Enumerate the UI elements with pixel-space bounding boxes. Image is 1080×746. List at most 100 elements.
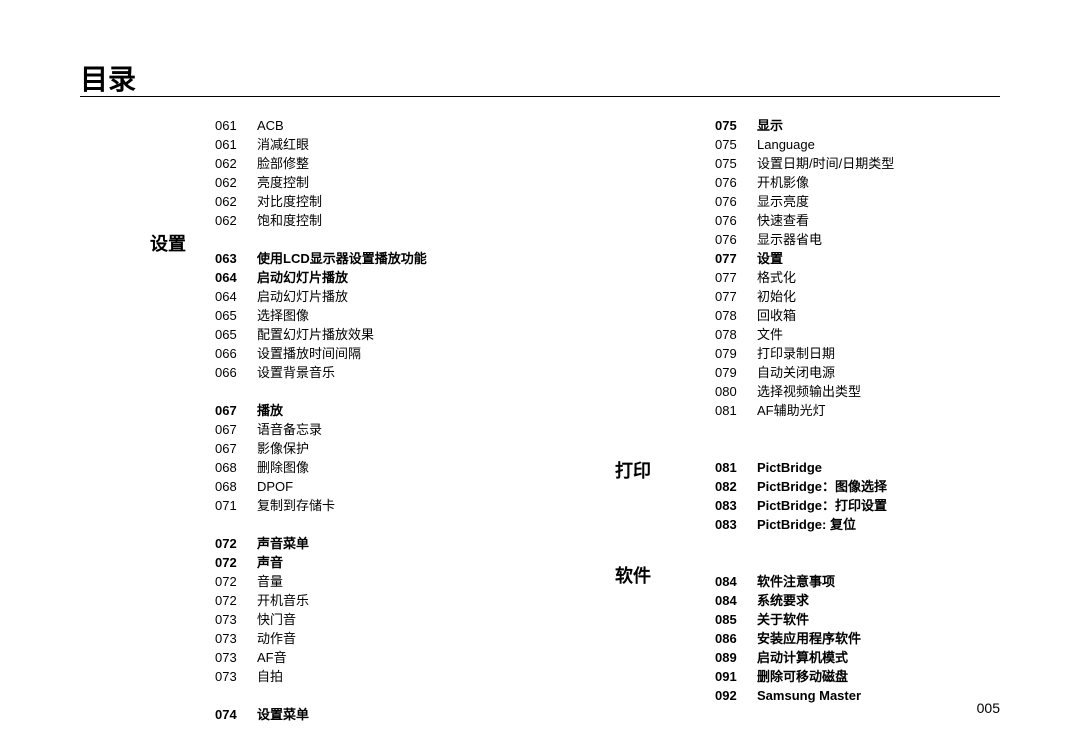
toc-page: 075 [715, 154, 757, 173]
toc-text: 声音菜单 [257, 536, 309, 551]
toc-page: 085 [715, 610, 757, 629]
toc-row: 073快门音 [215, 610, 427, 629]
toc-row: 092Samsung Master [715, 686, 894, 705]
toc-text: 软件注意事项 [757, 574, 835, 589]
toc-text: 语音备忘录 [257, 422, 322, 437]
toc-row: 075Language [715, 135, 894, 154]
toc-row: 081PictBridge [715, 458, 894, 477]
toc-page: 091 [715, 667, 757, 686]
toc-text: 设置背景音乐 [257, 365, 335, 380]
toc-text: 播放 [257, 403, 283, 418]
toc-text: 配置幻灯片播放效果 [257, 327, 374, 342]
toc-page: 062 [215, 192, 257, 211]
toc-page: 064 [215, 268, 257, 287]
toc-row: 086安装应用程序软件 [715, 629, 894, 648]
toc-text: 回收箱 [757, 308, 796, 323]
toc-page: 081 [715, 458, 757, 477]
toc-row: 077初始化 [715, 287, 894, 306]
toc-row: 062亮度控制 [215, 173, 427, 192]
toc-text: 亮度控制 [257, 175, 309, 190]
toc-page: 077 [715, 287, 757, 306]
toc-text: 打印录制日期 [757, 346, 835, 361]
toc-text: AF辅助光灯 [757, 403, 826, 418]
toc-row: 066设置背景音乐 [215, 363, 427, 382]
toc-row: 072开机音乐 [215, 591, 427, 610]
toc-row: 076快速查看 [715, 211, 894, 230]
toc-text: 显示亮度 [757, 194, 809, 209]
toc-text: 设置 [757, 251, 783, 266]
page-title: 目录 [80, 58, 136, 98]
toc-row: 073动作音 [215, 629, 427, 648]
toc-text: PictBridge：图像选择 [757, 479, 887, 494]
toc-page: 079 [715, 344, 757, 363]
toc-row: 081AF辅助光灯 [715, 401, 894, 420]
toc-page: 068 [215, 458, 257, 477]
toc-row: 065选择图像 [215, 306, 427, 325]
toc-text: 启动计算机模式 [757, 650, 848, 665]
toc-page: 078 [715, 306, 757, 325]
toc-page: 068 [215, 477, 257, 496]
toc-page: 073 [215, 648, 257, 667]
section-settings: 设置 [150, 230, 186, 256]
toc-row: 076开机影像 [715, 173, 894, 192]
toc-row: 076显示器省电 [715, 230, 894, 249]
toc-row: 072音量 [215, 572, 427, 591]
toc-row: 073AF音 [215, 648, 427, 667]
toc-row: 066设置播放时间间隔 [215, 344, 427, 363]
toc-row: 062饱和度控制 [215, 211, 427, 230]
toc-row: 063使用LCD显示器设置播放功能 [215, 249, 427, 268]
toc-text: 显示 [757, 118, 783, 133]
toc-page: 065 [215, 306, 257, 325]
toc-row: 084系统要求 [715, 591, 894, 610]
toc-text: 消减红眼 [257, 137, 309, 152]
toc-text: 删除图像 [257, 460, 309, 475]
toc-text: 设置菜单 [257, 707, 309, 722]
toc-page: 076 [715, 230, 757, 249]
toc-page: 073 [215, 629, 257, 648]
toc-page: 067 [215, 420, 257, 439]
toc-row: 079自动关闭电源 [715, 363, 894, 382]
toc-page: 081 [715, 401, 757, 420]
toc-column-right: 075显示075Language075设置日期/时间/日期类型076开机影像07… [715, 116, 894, 705]
toc-text: 文件 [757, 327, 783, 342]
toc-text: 启动幻灯片播放 [257, 289, 348, 304]
toc-page: 083 [715, 515, 757, 534]
toc-text: 快门音 [257, 612, 296, 627]
toc-page: 086 [715, 629, 757, 648]
toc-column-left: 061ACB061消减红眼062脸部修整062亮度控制062对比度控制062饱和… [215, 116, 427, 724]
toc-page: 065 [215, 325, 257, 344]
toc-page: 066 [215, 344, 257, 363]
toc-row: 075显示 [715, 116, 894, 135]
toc-row: 077设置 [715, 249, 894, 268]
toc-page: 067 [215, 401, 257, 420]
toc-row: 072声音菜单 [215, 534, 427, 553]
toc-page: 075 [715, 135, 757, 154]
toc-row: 074设置菜单 [215, 705, 427, 724]
toc-text: AF音 [257, 650, 287, 665]
toc-text: Samsung Master [757, 688, 861, 703]
toc-text: 饱和度控制 [257, 213, 322, 228]
toc-page: 076 [715, 173, 757, 192]
toc-page: 066 [215, 363, 257, 382]
toc-row: 085关于软件 [715, 610, 894, 629]
toc-row: 078文件 [715, 325, 894, 344]
toc-page: 073 [215, 610, 257, 629]
toc-text: 音量 [257, 574, 283, 589]
toc-row: 073自拍 [215, 667, 427, 686]
toc-page: 084 [715, 572, 757, 591]
toc-page: 061 [215, 116, 257, 135]
toc-row: 065配置幻灯片播放效果 [215, 325, 427, 344]
toc-page: 071 [215, 496, 257, 515]
toc-text: 安装应用程序软件 [757, 631, 861, 646]
toc-page: 076 [715, 211, 757, 230]
toc-text: Language [757, 137, 815, 152]
toc-row: 068DPOF [215, 477, 427, 496]
toc-page: 061 [215, 135, 257, 154]
toc-text: 使用LCD显示器设置播放功能 [257, 251, 427, 266]
toc-page: 072 [215, 591, 257, 610]
toc-row: 083PictBridge: 复位 [715, 515, 894, 534]
toc-page: 073 [215, 667, 257, 686]
toc-page: 079 [715, 363, 757, 382]
section-software: 软件 [615, 562, 651, 588]
toc-page: 089 [715, 648, 757, 667]
